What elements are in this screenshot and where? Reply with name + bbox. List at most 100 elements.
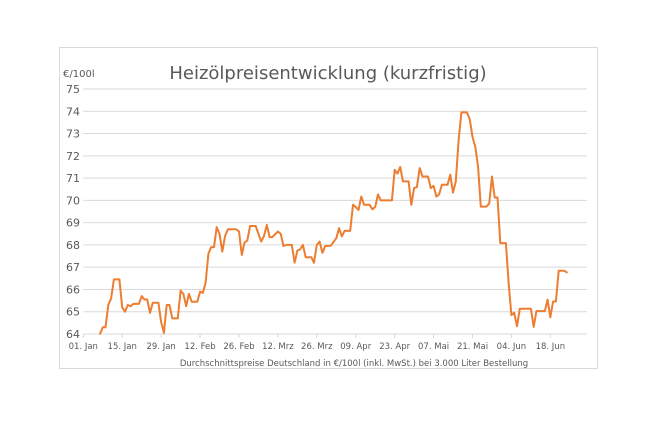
data-point xyxy=(254,225,257,227)
data-point xyxy=(249,225,251,227)
data-point xyxy=(446,183,449,186)
data-point xyxy=(224,235,226,237)
y-tick-label: 64 xyxy=(66,328,80,341)
y-tick-label: 66 xyxy=(66,283,80,296)
data-point xyxy=(460,111,463,114)
data-point xyxy=(466,111,468,114)
y-tick-label: 74 xyxy=(66,105,80,118)
data-point xyxy=(235,228,237,231)
y-tick-label: 73 xyxy=(66,128,80,141)
price-line xyxy=(99,111,568,335)
data-point xyxy=(557,269,560,272)
data-point xyxy=(555,300,557,303)
data-point xyxy=(140,295,143,297)
data-point xyxy=(449,173,452,176)
data-point xyxy=(402,180,404,183)
data-point xyxy=(243,241,246,244)
data-point xyxy=(357,209,360,211)
data-point xyxy=(215,226,218,228)
data-point xyxy=(360,195,363,198)
data-point xyxy=(263,235,265,237)
data-point xyxy=(435,195,438,198)
y-tick-label: 70 xyxy=(66,194,80,207)
data-point xyxy=(316,244,318,246)
y-tick-label: 68 xyxy=(66,239,80,252)
x-tick-label: 01. Jan xyxy=(69,342,98,352)
data-point xyxy=(430,187,432,189)
data-point xyxy=(552,300,554,303)
data-point xyxy=(110,297,112,300)
data-point xyxy=(377,193,379,196)
data-point xyxy=(338,227,340,230)
data-point xyxy=(480,205,482,208)
data-point xyxy=(277,230,279,233)
data-point xyxy=(474,146,477,148)
data-point xyxy=(468,118,471,120)
y-tick-label: 69 xyxy=(66,217,80,230)
data-point xyxy=(240,254,243,256)
data-point xyxy=(488,202,490,205)
y-tick-label: 67 xyxy=(66,261,80,274)
data-point xyxy=(452,191,454,194)
data-point xyxy=(513,312,515,314)
data-point xyxy=(477,166,479,168)
y-tick-label: 71 xyxy=(66,172,80,185)
data-point xyxy=(410,204,413,206)
data-point xyxy=(457,139,460,142)
data-point xyxy=(530,308,532,310)
data-point xyxy=(363,204,365,206)
data-point xyxy=(546,298,549,301)
data-point xyxy=(455,180,457,183)
data-point xyxy=(149,312,151,314)
data-point xyxy=(129,305,132,307)
data-point xyxy=(563,269,566,272)
data-point xyxy=(282,245,285,247)
data-point xyxy=(313,261,315,264)
x-tick-label: 12. Feb xyxy=(184,342,215,352)
data-point xyxy=(271,236,274,238)
data-point xyxy=(165,304,168,306)
data-point xyxy=(310,256,313,258)
data-point xyxy=(168,304,171,306)
data-point xyxy=(393,169,396,171)
data-point xyxy=(124,310,126,313)
data-point xyxy=(304,256,307,258)
data-point xyxy=(324,245,326,247)
data-point xyxy=(318,240,321,243)
data-point xyxy=(157,302,160,304)
data-point xyxy=(182,293,185,295)
data-point xyxy=(496,196,499,199)
data-point xyxy=(371,208,374,211)
data-point xyxy=(107,304,110,306)
data-point xyxy=(218,232,221,235)
data-point xyxy=(279,232,282,235)
data-point xyxy=(354,206,357,208)
data-point xyxy=(396,172,399,175)
data-point xyxy=(101,326,104,329)
x-tick-label: 04. Jun xyxy=(497,342,527,352)
data-point xyxy=(413,187,415,189)
data-point xyxy=(432,185,435,187)
data-point xyxy=(566,271,568,274)
data-point xyxy=(126,304,129,306)
data-point xyxy=(152,302,154,304)
x-tick-label: 26. Mrz xyxy=(301,342,333,352)
x-tick-label: 15. Jan xyxy=(108,342,137,352)
chart-title: Heizölpreisentwicklung (kurzfristig) xyxy=(169,63,486,84)
data-point xyxy=(246,239,249,242)
data-point xyxy=(441,183,443,186)
data-point xyxy=(268,236,271,238)
x-tick-label: 29. Jan xyxy=(146,342,175,352)
data-point xyxy=(471,136,474,138)
chart-frame xyxy=(59,47,598,369)
data-point xyxy=(374,206,377,208)
data-point xyxy=(265,224,268,226)
x-tick-label: 23. Apr xyxy=(379,342,410,352)
data-point xyxy=(104,326,107,329)
data-point xyxy=(352,204,354,206)
data-point xyxy=(179,289,182,292)
data-point xyxy=(238,230,240,233)
y-axis-unit-label: €/100l xyxy=(63,69,95,80)
data-point xyxy=(505,242,507,244)
